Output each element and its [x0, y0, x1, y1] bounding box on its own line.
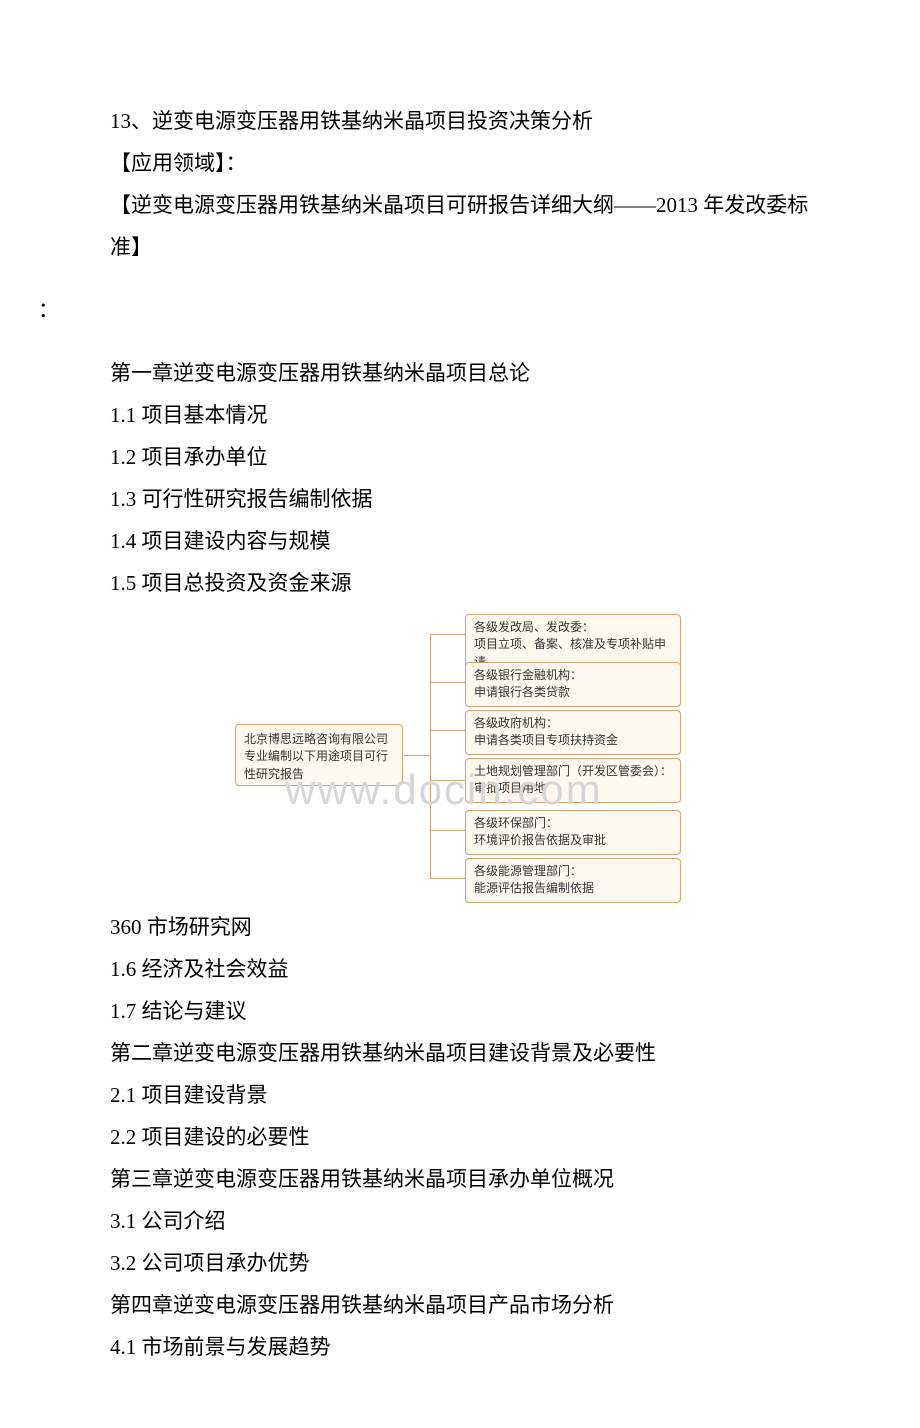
text-line: 1.1 项目基本情况 [110, 394, 810, 436]
text-line: 2.2 项目建设的必要性 [110, 1116, 810, 1158]
box-title: 各级环保部门： [474, 816, 558, 830]
text-line: 360 市场研究网 [110, 906, 810, 948]
connector [430, 634, 465, 635]
text-line: 1.6 经济及社会效益 [110, 948, 810, 990]
document-page: 13、逆变电源变压器用铁基纳米晶项目投资决策分析 【应用领域】： 【逆变电源变压… [0, 0, 920, 1428]
diagram-right-box: 土地规划管理部门（开发区管委会）： 审批项目用地 [465, 758, 681, 803]
box-title: 各级银行金融机构： [474, 668, 582, 682]
connector [404, 755, 430, 756]
text-line: 第一章逆变电源变压器用铁基纳米晶项目总论 [110, 352, 810, 394]
text-line: 1.4 项目建设内容与规模 [110, 520, 810, 562]
diagram-right-box: 各级环保部门： 环境评价报告依据及审批 [465, 810, 681, 855]
diagram-left-box: 北京博思远略咨询有限公司专业编制以下用途项目可行性研究报告 [235, 724, 403, 786]
text-line: 3.2 公司项目承办优势 [110, 1242, 810, 1284]
box-title: 土地规划管理部门（开发区管委会）： [474, 764, 672, 778]
outdent-punct: ： [38, 289, 810, 331]
text-line: 第四章逆变电源变压器用铁基纳米晶项目产品市场分析 [110, 1284, 810, 1326]
text-line: 4.1 市场前景与发展趋势 [110, 1326, 810, 1368]
diagram-container: 北京博思远略咨询有限公司专业编制以下用途项目可行性研究报告 各级发改局、发改委：… [110, 612, 810, 902]
text-line: 3.1 公司介绍 [110, 1200, 810, 1242]
box-title: 各级能源管理部门： [474, 864, 582, 878]
text-line: 第三章逆变电源变压器用铁基纳米晶项目承办单位概况 [110, 1158, 810, 1200]
text-line: 【逆变电源变压器用铁基纳米晶项目可研报告详细大纲——2013 年发改委标准】 [110, 184, 810, 268]
box-desc: 申请各类项目专项扶持资金 [474, 733, 618, 747]
text-line: 第二章逆变电源变压器用铁基纳米晶项目建设背景及必要性 [110, 1032, 810, 1074]
diagram-right-box: 各级能源管理部门： 能源评估报告编制依据 [465, 858, 681, 903]
connector [430, 878, 465, 879]
text-line: 1.5 项目总投资及资金来源 [110, 562, 810, 604]
box-title: 各级政府机构： [474, 716, 558, 730]
text-line: 13、逆变电源变压器用铁基纳米晶项目投资决策分析 [110, 100, 810, 142]
text-line: 1.3 可行性研究报告编制依据 [110, 478, 810, 520]
connector [430, 682, 465, 683]
diagram-right-box: 各级银行金融机构： 申请银行各类贷款 [465, 662, 681, 707]
text-line: 【应用领域】： [110, 142, 810, 184]
box-desc: 能源评估报告编制依据 [474, 881, 594, 895]
connector-vertical [430, 634, 431, 878]
text-line: 1.7 结论与建议 [110, 990, 810, 1032]
box-title: 各级发改局、发改委： [474, 620, 594, 634]
connector [430, 830, 465, 831]
connector [430, 730, 465, 731]
box-desc: 环境评价报告依据及审批 [474, 833, 606, 847]
text-line: 1.2 项目承办单位 [110, 436, 810, 478]
connector [430, 780, 465, 781]
flow-diagram: 北京博思远略咨询有限公司专业编制以下用途项目可行性研究报告 各级发改局、发改委：… [235, 612, 685, 902]
box-desc: 审批项目用地 [474, 781, 546, 795]
box-desc: 申请银行各类贷款 [474, 685, 570, 699]
diagram-right-box: 各级政府机构： 申请各类项目专项扶持资金 [465, 710, 681, 755]
text-line: 2.1 项目建设背景 [110, 1074, 810, 1116]
